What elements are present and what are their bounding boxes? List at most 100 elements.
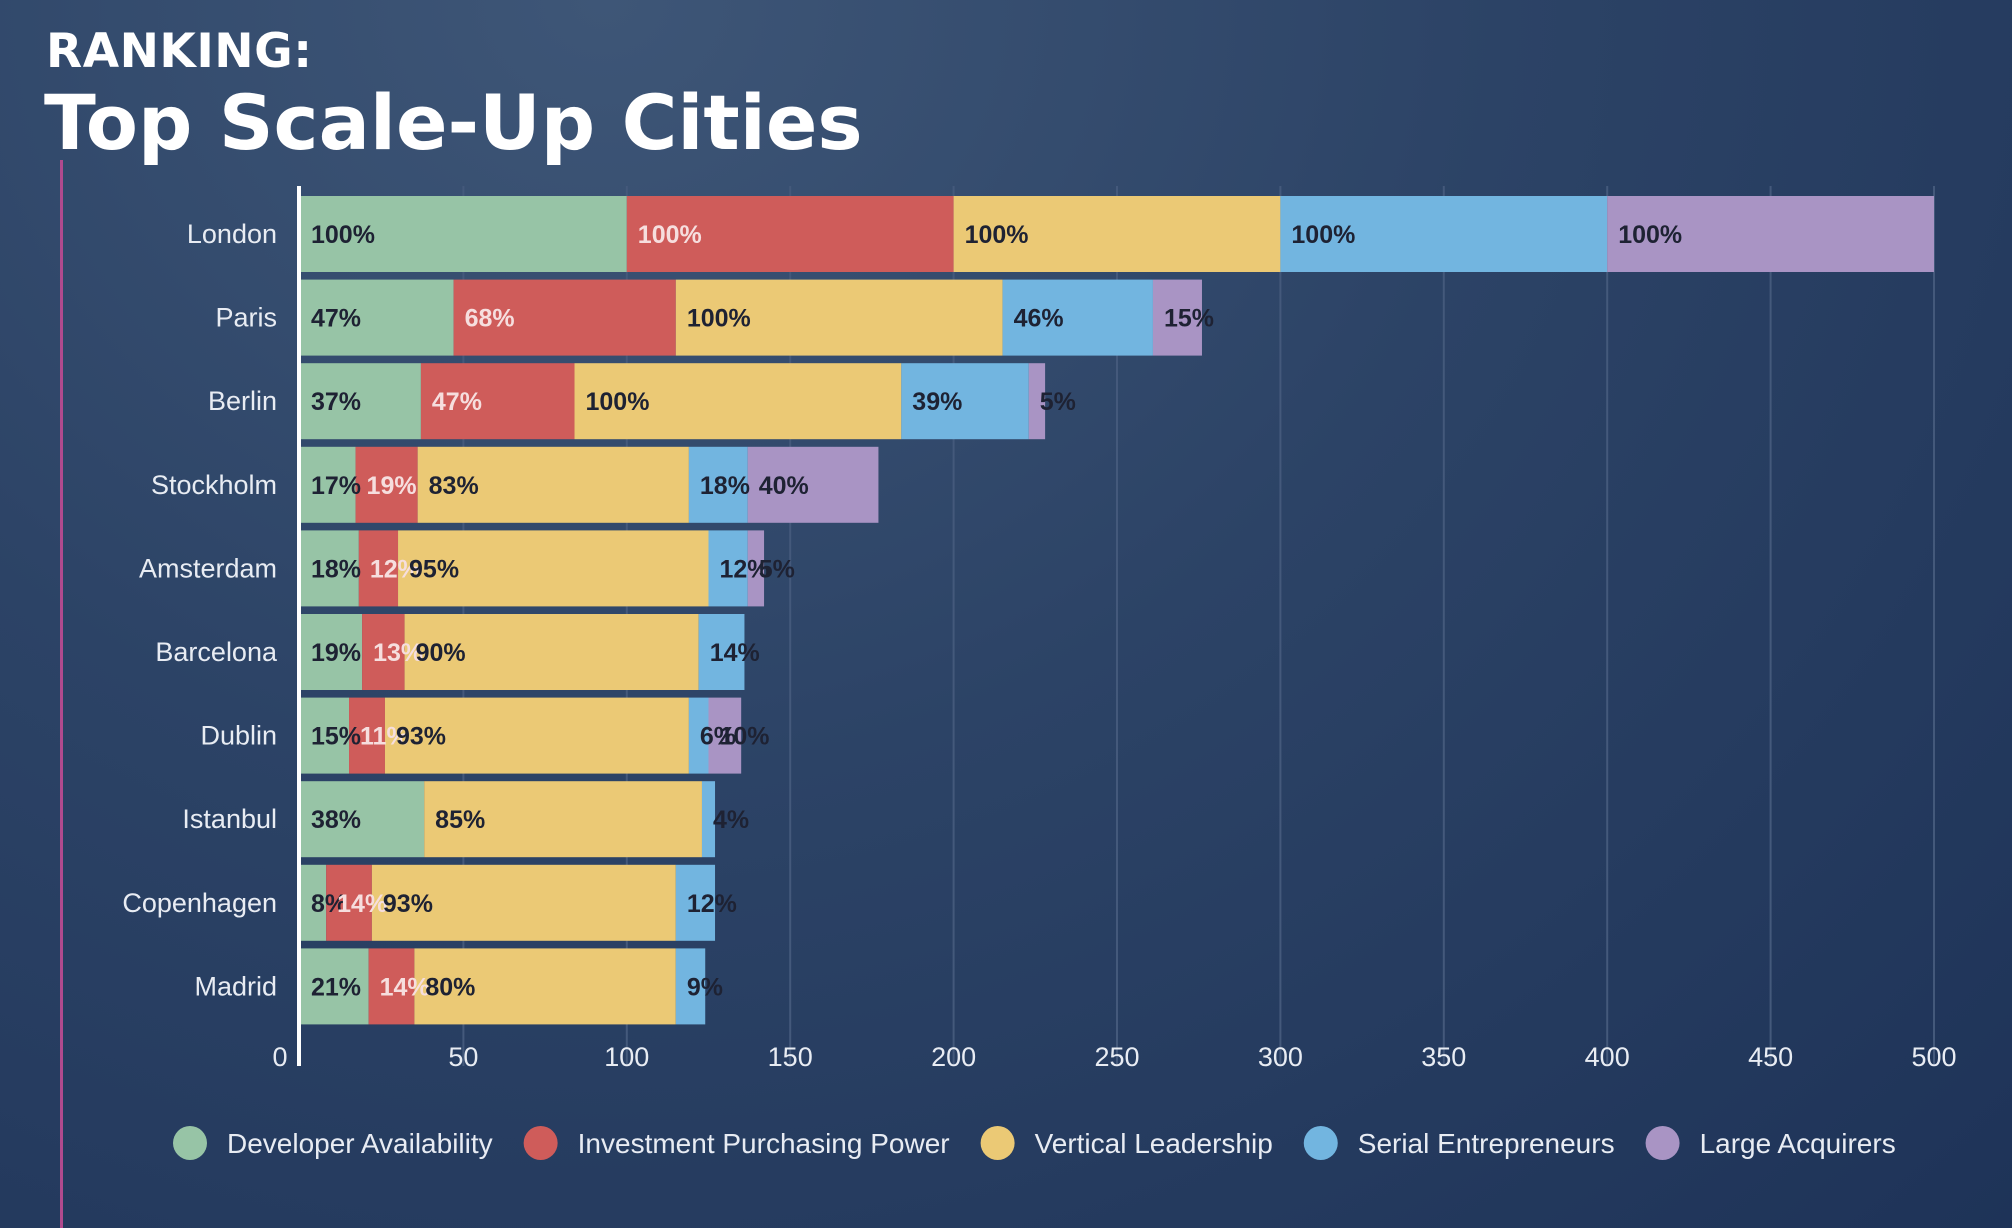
accent-rule: [60, 160, 63, 1228]
category-label: Barcelona: [155, 637, 278, 667]
data-label: 10%: [720, 723, 770, 751]
bar-segment: [300, 196, 627, 272]
bar-segment: [300, 948, 369, 1025]
title-kicker: RANKING:: [46, 24, 313, 79]
bar-segment: [371, 864, 676, 941]
legend-label: Developer Availability: [227, 1128, 493, 1159]
bar-segment: [355, 446, 418, 523]
data-label: 17%: [311, 472, 361, 500]
x-tick-label: 400: [1585, 1042, 1630, 1072]
data-label: 14%: [337, 890, 387, 918]
bar-segment: [747, 446, 879, 523]
bar-segment: [414, 948, 676, 1025]
data-label: 8%: [311, 890, 347, 918]
bar-segment: [349, 697, 385, 774]
category-label: Istanbul: [182, 804, 277, 834]
bar-segment: [688, 697, 709, 774]
data-label: 37%: [311, 388, 361, 416]
x-tick-label: 100: [604, 1042, 649, 1072]
data-label: 80%: [425, 973, 475, 1001]
data-label: 6%: [700, 723, 736, 751]
x-tick-label: 50: [448, 1042, 478, 1072]
bar-segment: [417, 446, 689, 523]
x-tick-label: 150: [768, 1042, 813, 1072]
bar-segment: [453, 279, 676, 356]
data-label: 68%: [465, 305, 515, 333]
bar-segment: [747, 530, 765, 607]
legend: Developer Availability Investment Purchas…: [173, 1126, 1896, 1160]
bar-segment: [698, 614, 745, 690]
bar-segment: [300, 781, 425, 858]
data-label: 12%: [720, 555, 770, 583]
chart-title: Top Scale-Up Cities: [44, 78, 863, 167]
data-label: 18%: [311, 555, 361, 583]
data-label: 11%: [360, 723, 409, 751]
bar-segment: [688, 446, 748, 523]
bar-segment: [1607, 196, 1934, 272]
x-tick-label: 300: [1258, 1042, 1303, 1072]
bar-segment: [326, 864, 372, 941]
bar-segment: [901, 363, 1029, 440]
category-label: Berlin: [208, 386, 277, 416]
category-label: Paris: [215, 303, 277, 333]
x-tick-label: 350: [1421, 1042, 1466, 1072]
data-label: 14%: [710, 639, 760, 667]
data-label: 15%: [1164, 305, 1214, 333]
data-label: 40%: [759, 472, 809, 500]
bar-segment: [701, 781, 716, 858]
bars-layer: 100% 100% 100% 100% 100% 47% 68% 100% 46% 15% 37% 4…: [300, 196, 1934, 1025]
bar-segment: [300, 363, 421, 440]
data-label: 47%: [311, 305, 361, 333]
x-tick-label: 500: [1911, 1042, 1956, 1072]
category-label: Copenhagen: [122, 888, 277, 918]
bar-segment: [675, 948, 706, 1025]
data-label: 100%: [687, 305, 751, 333]
category-label: Amsterdam: [139, 553, 277, 583]
data-label: 100%: [1618, 221, 1682, 249]
data-label: 21%: [311, 973, 361, 1001]
data-label: 83%: [429, 472, 479, 500]
data-label: 100%: [1291, 221, 1355, 249]
x-tick-label: 0: [272, 1042, 287, 1072]
data-label: 12%: [370, 555, 420, 583]
bar-segment: [1002, 279, 1153, 356]
data-label: 85%: [435, 806, 485, 834]
data-label: 15%: [311, 723, 361, 751]
bar-segment: [953, 196, 1281, 272]
data-label: 95%: [409, 555, 459, 583]
category-label: Madrid: [194, 971, 277, 1001]
bar-segment: [626, 196, 954, 272]
x-tick-label: 250: [1094, 1042, 1139, 1072]
legend-swatch: [173, 1126, 207, 1160]
legend-label: Vertical Leadership: [1035, 1128, 1273, 1159]
bar-segment: [300, 279, 454, 356]
bar-segment: [362, 614, 405, 690]
data-label: 18%: [700, 472, 750, 500]
data-label: 93%: [396, 723, 446, 751]
legend-label: Investment Purchasing Power: [578, 1128, 950, 1159]
data-label: 100%: [638, 221, 702, 249]
bar-segment: [708, 530, 748, 607]
category-label: London: [187, 219, 277, 249]
bar-segment: [675, 279, 1003, 356]
legend-label: Large Acquirers: [1700, 1128, 1896, 1159]
data-label: 14%: [380, 973, 430, 1001]
data-label: 47%: [432, 388, 482, 416]
x-tick-label: 200: [931, 1042, 976, 1072]
data-label: 4%: [713, 806, 749, 834]
data-label: 38%: [311, 806, 361, 834]
category-label: Stockholm: [151, 470, 277, 500]
data-label: 9%: [687, 973, 723, 1001]
legend-swatch: [1303, 1126, 1338, 1160]
axis-layer: 0 50 100 150 200 250 300 350 400 450 500 London Pari…: [122, 186, 1957, 1072]
legend-swatch: [523, 1126, 558, 1160]
data-label: 93%: [383, 890, 433, 918]
bar-segment: [1152, 279, 1202, 356]
data-label: 13%: [373, 639, 423, 667]
bar-segment: [300, 614, 363, 690]
data-label: 39%: [912, 388, 962, 416]
bar-segment: [1028, 363, 1046, 440]
bar-segment: [398, 530, 709, 607]
data-label: 19%: [311, 639, 361, 667]
